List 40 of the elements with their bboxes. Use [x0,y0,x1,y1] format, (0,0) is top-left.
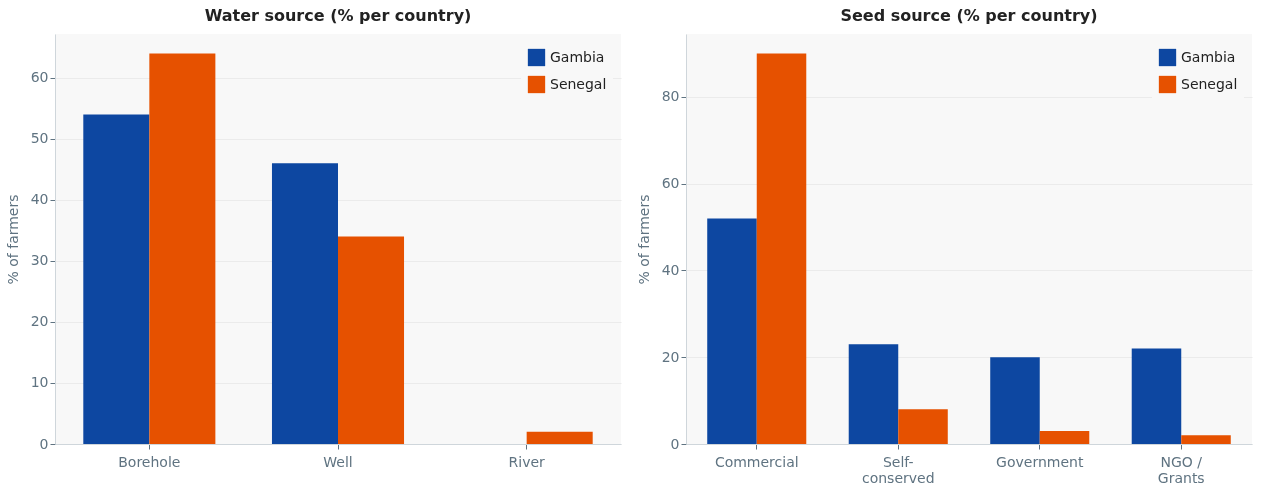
bar [1131,348,1182,444]
y-tick-label: 10 [30,374,49,391]
bar [898,409,948,444]
y-tick-label: 60 [30,69,49,86]
legend-label: Gambia [1181,48,1236,65]
bar [1039,430,1090,444]
y-tick-label: 60 [661,175,680,192]
y-tick-label: 20 [30,313,49,330]
y-tick-label: 30 [30,252,49,269]
y-tick-label: 20 [661,348,680,365]
bar [756,53,807,444]
x-tick-label: Self- conserved [861,453,935,486]
bar [848,344,899,444]
y-axis-title: % of farmers [635,194,652,285]
y-tick-label: 0 [39,435,49,452]
y-tick-label: 0 [670,435,680,452]
x-tick-label: Commercial [714,453,799,470]
y-tick-label: 50 [30,130,49,147]
x-tick-label: River [508,453,546,470]
bar [707,218,757,444]
bar [990,357,1040,444]
legend-label: Gambia [550,48,605,65]
x-tick-label: Government [996,453,1084,470]
legend-label: Senegal [1181,75,1238,92]
x-tick-label: Well [323,453,353,470]
y-tick-label: 80 [661,88,680,105]
y-tick-label: 40 [30,191,49,208]
y-tick-label: 40 [661,261,680,278]
x-tick-label: Borehole [118,453,181,470]
chart-title: Seed source (% per country) [840,6,1098,25]
bar [271,163,338,444]
chart-title: Water source (% per country) [204,6,472,25]
bar [1181,435,1231,444]
bar [83,114,150,444]
y-axis-title: % of farmers [4,194,21,285]
bar [338,236,405,444]
bar [149,53,216,444]
bar [526,431,593,444]
legend-label: Senegal [550,75,607,92]
x-tick-label: NGO / Grants [1157,453,1205,486]
